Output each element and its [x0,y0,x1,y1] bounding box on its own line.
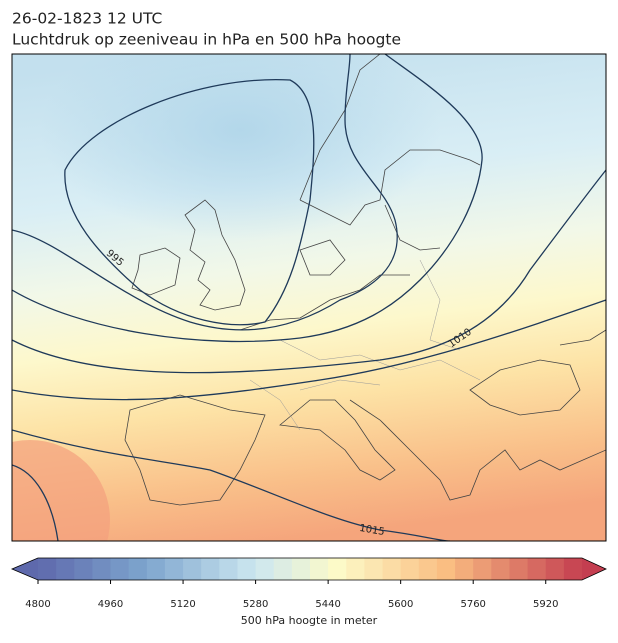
colorbar-swatch [364,558,384,580]
colorbar-swatch [219,558,238,580]
colorbar-tick-label: 5120 [170,599,195,610]
colorbar-label: 500 hPa hoogte in meter [241,614,378,627]
colorbar-swatch [473,558,492,580]
colorbar-swatch [418,558,438,580]
colorbar-tick-label: 5600 [388,599,413,610]
colorbar-swatch [110,558,130,580]
colorbar-swatch [164,558,184,580]
colorbar-swatch [291,558,311,580]
colorbar-swatch [146,558,166,580]
colorbar-swatch [183,558,202,580]
colorbar-swatch [509,558,529,580]
colorbar-swatch [92,558,112,580]
colorbar-swatch [545,558,565,580]
colorbar-swatch [455,558,474,580]
colorbar-swatch [491,558,510,580]
date: 26-02-1823 12 UTC [12,10,162,28]
colorbar-swatch [382,558,402,580]
colorbar-swatch [128,558,148,580]
colorbar-swatch [38,558,57,580]
colorbar-swatch [346,558,365,580]
colorbar-tick-label: 5440 [315,599,340,610]
colorbar-swatch [273,558,293,580]
title: Luchtdruk op zeeniveau in hPa en 500 hPa… [12,31,401,49]
colorbar-swatch [563,558,583,580]
colorbar-tick-label: 5920 [533,599,558,610]
colorbar-swatch [201,558,220,580]
colorbar: 4800 4960 5120 5280 5440 5600 5760 5920 [10,557,607,610]
colorbar-outline [10,557,607,581]
colorbar-swatch [436,558,456,580]
colorbar-swatch [328,558,347,580]
map-frame [11,53,607,542]
colorbar-extend [12,558,38,580]
colorbar-swatch [74,558,93,580]
colorbar-swatch [56,558,75,580]
colorbar-tick-label: 4800 [25,599,50,610]
colorbar-swatch [255,558,275,580]
map [12,54,606,541]
colorbar-extend [582,558,606,580]
colorbar-tick-label: 5760 [460,599,485,610]
colorbar-tick-label: 5280 [243,599,268,610]
contour-label: 1015 [358,523,385,538]
colorbar-swatch [527,558,547,580]
colorbar-swatch [237,558,257,580]
colorbar-swatch [310,558,329,580]
colorbar-tick-label: 4960 [98,599,123,610]
colorbar-swatch [400,558,420,580]
